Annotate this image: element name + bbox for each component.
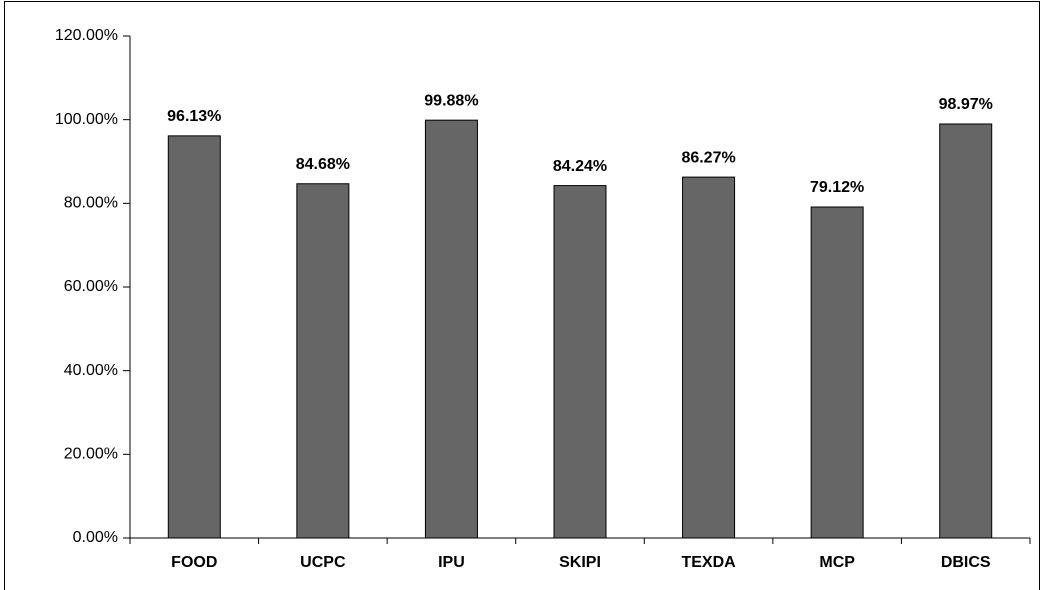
y-tick-label: 0.00% [73, 529, 118, 546]
value-label: 96.13% [167, 108, 221, 125]
bar [167, 135, 221, 539]
x-tick-label: FOOD [171, 554, 217, 571]
bar [682, 176, 736, 539]
bar [810, 206, 864, 539]
y-tick-label: 80.00% [64, 195, 118, 212]
y-tick-label: 60.00% [64, 278, 118, 295]
bar [296, 183, 350, 539]
x-tick-label: TEXDA [681, 554, 736, 571]
bar [553, 185, 607, 539]
x-tick-label: IPU [438, 554, 465, 571]
value-label: 86.27% [681, 149, 735, 166]
x-tick-label: DBICS [941, 554, 991, 571]
bar [424, 119, 478, 539]
value-label: 84.68% [296, 156, 350, 173]
bar [939, 123, 993, 539]
chart-frame [4, 1, 1040, 590]
value-label: 84.24% [553, 158, 607, 175]
x-tick-label: MCP [819, 554, 855, 571]
y-tick-label: 20.00% [64, 446, 118, 463]
x-tick-label: SKIPI [559, 554, 601, 571]
value-label: 98.97% [939, 96, 993, 113]
y-tick-label: 40.00% [64, 362, 118, 379]
value-label: 79.12% [810, 179, 864, 196]
value-label: 99.88% [424, 92, 478, 109]
y-tick-label: 100.00% [55, 111, 118, 128]
y-tick-label: 120.00% [55, 27, 118, 44]
x-tick-label: UCPC [300, 554, 346, 571]
